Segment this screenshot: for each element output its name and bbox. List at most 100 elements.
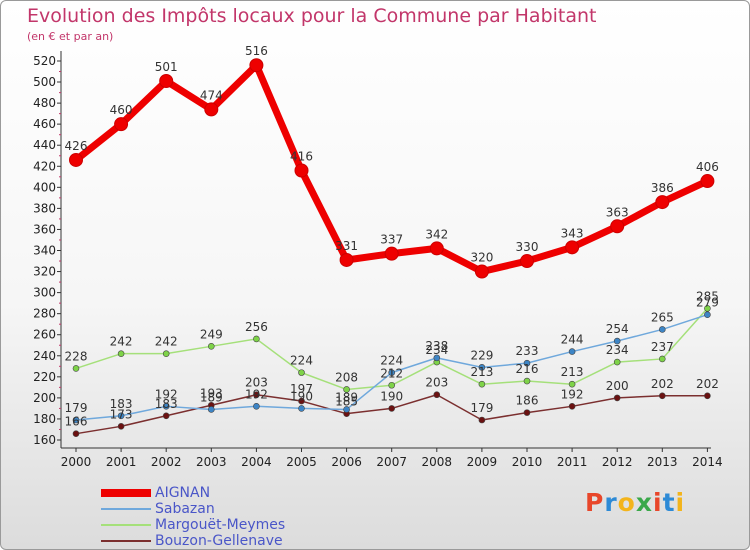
data-label: 285: [696, 289, 719, 303]
data-point: [568, 380, 576, 388]
data-label: 197: [290, 382, 313, 396]
data-point: [162, 412, 170, 420]
data-point: [208, 343, 215, 350]
logo-letter: i: [675, 488, 686, 517]
data-point: [204, 102, 219, 117]
y-tick-label: 280: [33, 307, 56, 321]
data-point: [700, 174, 715, 189]
data-label: 186: [516, 394, 539, 408]
data-label: 279: [696, 296, 719, 310]
data-point: [253, 335, 260, 343]
data-label: 216: [516, 362, 539, 376]
data-label: 256: [245, 320, 268, 334]
data-label: 234: [425, 343, 448, 357]
logo-letter: P: [585, 488, 605, 517]
data-point: [568, 403, 576, 410]
data-label: 200: [606, 379, 629, 393]
y-tick-label: 460: [33, 117, 56, 131]
data-point: [159, 74, 174, 89]
data-point: [72, 430, 80, 437]
data-label: 190: [290, 389, 313, 403]
data-label: 516: [245, 44, 268, 58]
y-tick-label: 200: [33, 391, 56, 405]
data-label: 213: [470, 365, 493, 379]
legend-swatch: [101, 489, 151, 497]
data-point: [72, 365, 80, 372]
y-tick-label: 300: [33, 286, 56, 300]
data-label: 460: [110, 103, 133, 117]
logo-letter: o: [617, 488, 636, 517]
series-aignan: [69, 58, 715, 279]
data-point: [208, 406, 215, 413]
data-label: 331: [335, 239, 358, 253]
x-tick-label: 2002: [151, 455, 182, 469]
logo-letter: i: [653, 488, 663, 517]
data-label: 173: [110, 407, 133, 421]
y-tick-label: 260: [33, 328, 56, 342]
data-label: 202: [696, 377, 719, 391]
data-point: [523, 377, 531, 385]
data-point: [339, 252, 354, 267]
data-point: [523, 409, 531, 416]
legend: AIGNAN Sabazan Margouët-Meymes Bouzon-Gelle…: [101, 485, 285, 549]
legend-label: AIGNAN: [155, 485, 211, 501]
data-label: 202: [651, 377, 674, 391]
logo-letter: x: [635, 488, 653, 517]
data-label: 342: [425, 227, 448, 241]
data-label: 343: [561, 226, 584, 240]
legend-item: Bouzon-Gellenave: [101, 533, 285, 549]
data-point: [478, 380, 486, 388]
data-label: 242: [110, 335, 133, 349]
data-point: [162, 350, 170, 357]
data-label: 242: [155, 335, 178, 349]
x-tick-label: 2012: [602, 455, 633, 469]
chart-subtitle: (en € et par an): [27, 30, 114, 43]
data-point: [658, 392, 666, 400]
data-label: 254: [606, 322, 629, 336]
data-point: [249, 58, 264, 73]
data-point: [478, 416, 486, 424]
y-tick-label: 160: [33, 433, 56, 447]
data-point: [298, 369, 305, 376]
proxiti-logo: Proxiti: [585, 488, 685, 517]
data-point: [704, 392, 711, 400]
data-label: 474: [200, 88, 223, 102]
data-label: 501: [155, 60, 178, 74]
x-tick-label: 2009: [467, 455, 498, 469]
data-point: [523, 359, 531, 367]
data-label: 189: [200, 390, 223, 404]
data-label: 166: [65, 415, 88, 429]
series-margou-t-meymes: [72, 305, 711, 393]
data-point: [388, 381, 396, 389]
data-point: [613, 394, 621, 402]
data-point: [704, 311, 711, 319]
data-point: [298, 405, 305, 412]
x-tick-label: 2004: [241, 455, 272, 469]
data-point: [568, 348, 576, 355]
chart-title: Evolution des Impôts locaux pour la Comm…: [27, 5, 597, 27]
data-point: [384, 246, 399, 261]
data-point: [162, 403, 170, 410]
legend-swatch: [101, 540, 151, 542]
x-tick-label: 2014: [692, 455, 723, 469]
data-point: [433, 391, 441, 399]
data-point: [565, 240, 580, 255]
x-tick-label: 2011: [557, 455, 588, 469]
y-tick-label: 240: [33, 349, 56, 363]
x-tick-label: 2007: [376, 455, 407, 469]
data-label: 185: [335, 395, 358, 409]
data-point: [69, 152, 83, 167]
logo-letter: t: [662, 488, 676, 517]
data-label: 228: [65, 349, 88, 363]
y-tick-label: 220: [33, 370, 56, 384]
legend-swatch: [101, 508, 151, 510]
data-label: 234: [606, 343, 629, 357]
data-point: [294, 163, 309, 178]
data-point: [388, 369, 396, 376]
data-point: [117, 350, 125, 357]
data-label: 190: [380, 389, 403, 403]
data-label: 386: [651, 181, 674, 195]
data-point: [520, 254, 534, 269]
legend-label: Margouët-Meymes: [155, 517, 286, 533]
data-label: 233: [516, 344, 539, 358]
